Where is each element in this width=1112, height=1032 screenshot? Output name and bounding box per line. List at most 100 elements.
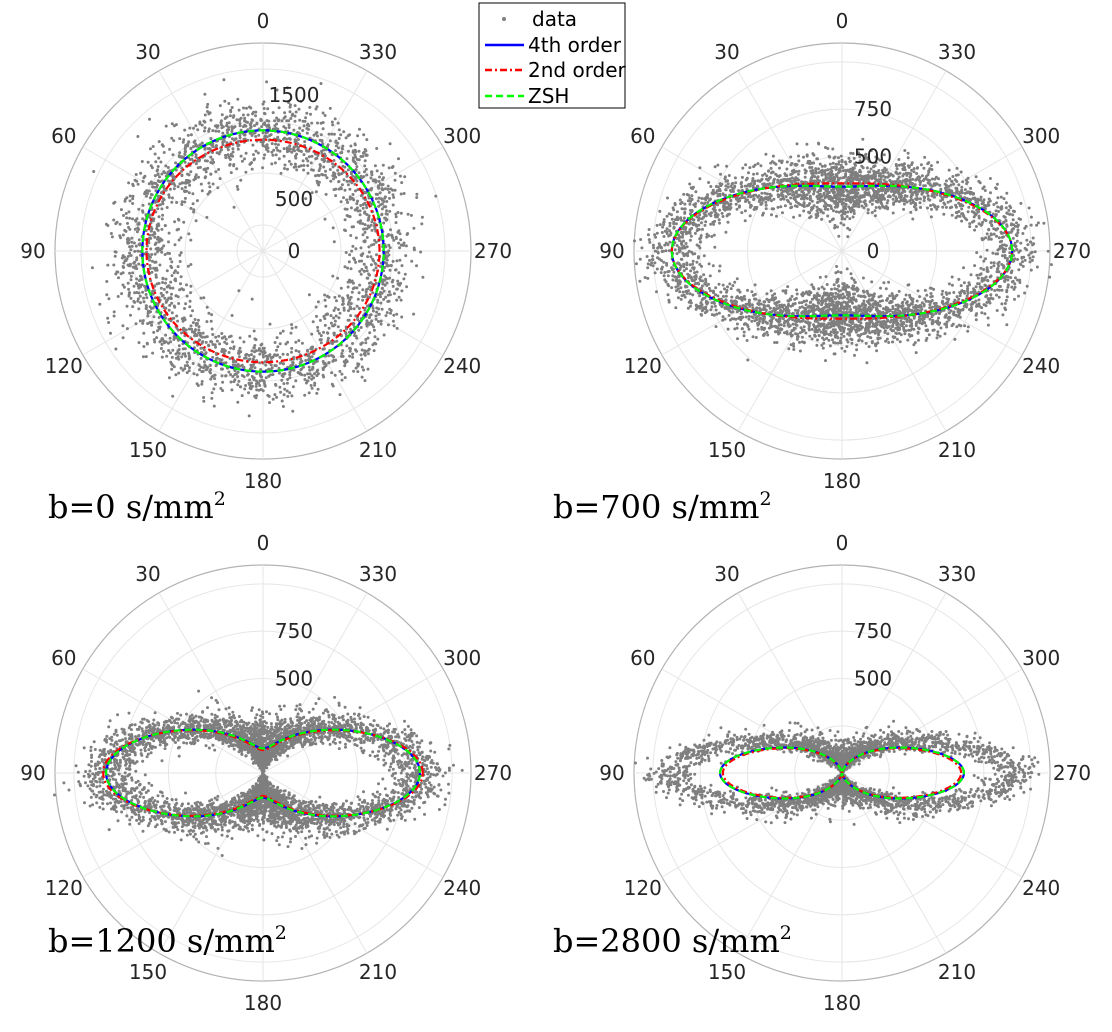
data-point [262,107,266,110]
data-point [135,277,139,281]
data-point [245,106,248,110]
data-point [340,183,344,187]
data-point [362,239,366,243]
data-point [210,327,214,331]
data-point [210,340,214,344]
data-point [189,291,193,295]
data-point [392,195,396,199]
data-point [377,204,381,208]
data-point [278,361,282,365]
data-point [135,230,139,234]
data-point [315,374,319,378]
data-point [386,323,390,327]
data-point [252,355,256,359]
data-point [329,314,333,318]
data-point [634,262,638,266]
data-point [172,124,176,128]
data-point [680,201,684,204]
data-point [779,205,783,209]
data-point [316,325,320,329]
data-point [257,347,261,351]
data-point [655,231,659,235]
data-point [385,277,389,281]
data-point [222,348,226,352]
data-point [1005,323,1009,327]
data-point [860,339,864,343]
data-point [187,232,191,236]
data-point [276,135,280,139]
data-point [201,331,205,335]
data-point [154,273,158,277]
data-point [399,238,403,242]
data-point [168,257,172,261]
data-point [167,349,171,352]
data-point [371,257,375,261]
data-point [276,345,280,349]
data-point [710,305,714,309]
data-point [142,296,146,300]
data-point [789,202,793,206]
data-point [152,315,156,319]
data-point [202,119,206,123]
data-point [357,171,361,175]
data-point [263,153,267,157]
data-point [324,192,328,196]
data-point [157,281,161,285]
data-point [751,177,755,180]
data-point [196,128,200,132]
data-point [345,157,349,161]
data-point [902,322,906,326]
data-point [294,379,298,383]
data-point [315,391,319,395]
data-point [318,318,322,322]
data-point [746,288,749,292]
data-point [200,382,204,386]
data-point [183,181,187,185]
data-point [172,316,176,320]
data-point [161,281,165,284]
data-point [305,131,309,135]
data-point [250,167,254,171]
data-point [291,409,295,413]
data-point [824,359,827,363]
data-point [289,117,293,120]
data-point [137,307,141,311]
data-point [398,246,402,250]
data-point [1029,223,1033,227]
data-point [159,191,163,195]
data-point [711,220,715,224]
data-point [343,188,347,192]
data-point [127,225,130,229]
data-point [227,121,231,125]
data-point [206,147,210,151]
data-point [284,342,288,346]
data-point [362,269,366,273]
data-point [668,229,671,233]
data-point [683,210,687,214]
data-point [357,307,361,310]
data-point [955,295,959,299]
data-point [177,302,181,305]
data-point [186,264,190,268]
data-point [887,280,891,284]
data-point [846,210,850,214]
data-point [388,142,392,146]
data-point [303,393,307,397]
data-point [343,218,347,222]
data-point [189,314,193,318]
data-point [358,221,362,225]
data-point [167,308,171,312]
data-point [434,194,438,198]
data-point [150,193,154,197]
data-point [138,274,142,278]
data-point [275,116,279,120]
data-point [356,370,360,374]
data-point [674,306,678,310]
data-point [266,124,270,127]
data-point [156,207,160,211]
data-point [236,147,240,151]
data-point [380,213,384,217]
data-point [105,293,109,297]
data-point [695,229,699,233]
data-point [198,368,201,372]
